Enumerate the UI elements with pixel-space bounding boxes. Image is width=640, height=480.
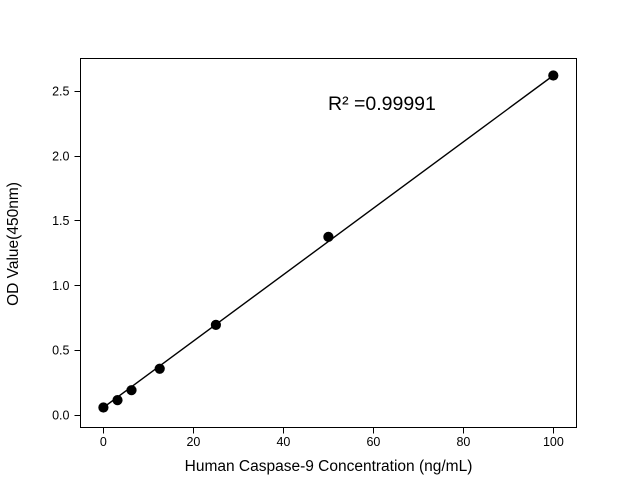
svg-text:80: 80 xyxy=(456,435,470,449)
svg-text:Human Caspase-9 Concentration: Human Caspase-9 Concentration (ng/mL) xyxy=(185,458,473,475)
svg-text:0.5: 0.5 xyxy=(52,344,69,358)
svg-text:60: 60 xyxy=(366,435,380,449)
svg-text:2.0: 2.0 xyxy=(52,149,69,163)
svg-text:100: 100 xyxy=(543,435,564,449)
svg-text:2.5: 2.5 xyxy=(52,85,69,99)
svg-text:0.0: 0.0 xyxy=(52,409,69,423)
svg-text:1.0: 1.0 xyxy=(52,279,69,293)
svg-text:0: 0 xyxy=(100,435,107,449)
svg-text:40: 40 xyxy=(276,435,290,449)
svg-text:20: 20 xyxy=(186,435,200,449)
svg-text:1.5: 1.5 xyxy=(52,214,69,228)
svg-text:OD Value(450nm): OD Value(450nm) xyxy=(5,182,22,306)
svg-text:R² =0.99991: R² =0.99991 xyxy=(328,93,436,115)
